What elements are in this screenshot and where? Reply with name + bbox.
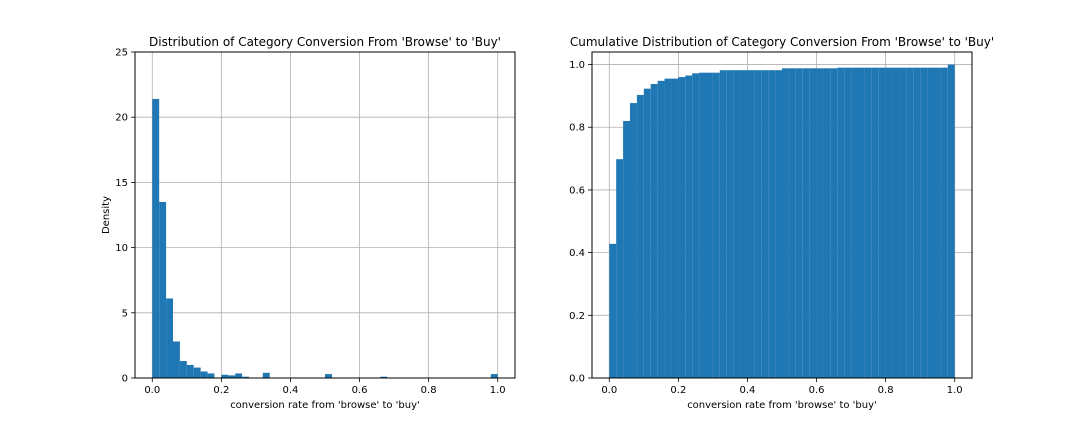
histogram-bar [947,64,955,379]
x-tick-label: 0.8 [421,385,437,396]
histogram-bar [795,68,803,379]
histogram-bar [657,80,665,378]
histogram-bar [325,374,332,378]
histogram-bar [380,376,388,378]
y-tick-label: 0.0 [569,374,585,385]
histogram-bar [671,78,679,379]
x-tick-label: 0.6 [809,385,825,396]
y-tick-label: 0 [122,374,128,385]
density-histogram-panel: 0.0 0.2 0.4 0.6 0.8 1.0 0 5 10 15 20 25 Distributio… [101,35,516,411]
histogram-bar [754,70,762,378]
y-tick-label: 0.8 [569,123,585,134]
histogram-bar [747,70,755,378]
x-tick-label: 1.0 [490,385,506,396]
y-tick-label: 20 [115,113,128,124]
y-tick-label: 1.0 [569,60,585,71]
histogram-bar [906,67,914,378]
chart-title: Distribution of Category Conversion From… [149,35,501,49]
histogram-bar [816,68,824,379]
histogram-bar [782,68,789,379]
histogram-bar [235,373,243,378]
histogram-bar [207,373,215,378]
histogram-bar [609,243,617,378]
x-tick-label: 0.2 [213,385,229,396]
histogram-bar [706,72,713,378]
histogram-bar [775,70,782,378]
y-axis-title: Density [101,196,112,234]
chart-title: Cumulative Distribution of Category Conv… [570,35,994,49]
histogram-bar [643,88,651,379]
y-tick-label: 25 [115,48,128,59]
histogram-bar [740,70,748,378]
x-axis-title: conversion rate from 'browse' to 'buy' [230,400,420,411]
histogram-bar [616,159,624,378]
histogram-bar [864,67,872,378]
histogram-bar [851,67,858,378]
histogram-bar [733,70,741,378]
histogram-bar [221,374,229,378]
histogram-bar [262,372,270,378]
x-tick-label: 0.0 [601,385,617,396]
x-tick-label: 0.4 [283,385,299,396]
cumulative-histogram-panel: 0.0 0.2 0.4 0.6 0.8 1.0 0.0 0.2 0.4 0.6 0.8 1.0 Cum… [569,35,994,411]
histogram-bar [844,67,852,378]
histogram-bar [636,94,644,379]
histogram-bar [878,67,886,378]
y-tick-label: 5 [122,308,128,319]
histogram-bar [179,361,187,378]
x-tick-label: 0.6 [352,385,368,396]
histogram-bar [193,367,201,378]
histogram-bar [152,98,160,378]
histogram-bar [692,73,700,379]
histogram-bar [228,375,236,378]
histogram-bar [623,120,630,378]
histogram-bar [490,374,498,378]
x-tick-label: 1.0 [947,385,963,396]
histogram-bar [685,75,693,378]
histogram-bar [830,68,838,379]
histogram-bar [630,103,637,378]
y-tick-label: 0.6 [569,185,585,196]
histogram-bar [809,68,817,379]
histogram-bar [726,70,734,378]
histogram-bar [242,376,249,378]
y-tick-label: 15 [115,178,128,189]
histogram-bar [186,364,194,378]
histogram-bar [837,67,845,378]
histogram-bar [899,67,907,378]
histogram-bar [159,201,167,378]
histogram-bar [920,67,928,378]
histogram-bar [913,67,921,378]
histogram-bar [650,83,658,378]
histogram-bar [871,67,879,378]
histogram-bar [664,78,672,379]
histogram-bar [823,68,831,379]
histogram-bar [927,67,934,378]
histogram-bar [802,68,810,379]
x-tick-label: 0.8 [878,385,894,396]
histogram-bar [166,298,173,378]
y-tick-label: 0.4 [569,248,585,259]
x-tick-label: 0.2 [670,385,686,396]
histogram-bar [858,67,865,378]
x-axis-title: conversion rate from 'browse' to 'buy' [687,400,877,411]
histogram-bar [712,72,720,378]
histogram-bar [719,70,727,378]
x-tick-label: 0.4 [740,385,756,396]
histogram-bar [885,67,893,378]
y-tick-label: 0.2 [569,311,585,322]
histogram-bar [678,77,686,379]
histogram-bar [934,67,941,378]
x-tick-label: 0.0 [144,385,160,396]
histogram-bar [761,70,769,378]
y-tick-label: 10 [115,243,128,254]
histogram-bar [788,68,796,379]
histogram-bar [892,67,900,378]
histogram-bar [173,341,180,378]
histogram-bar [768,70,776,378]
histogram-bar [940,67,948,378]
histogram-bar [200,371,208,378]
histogram-bar [699,72,706,378]
